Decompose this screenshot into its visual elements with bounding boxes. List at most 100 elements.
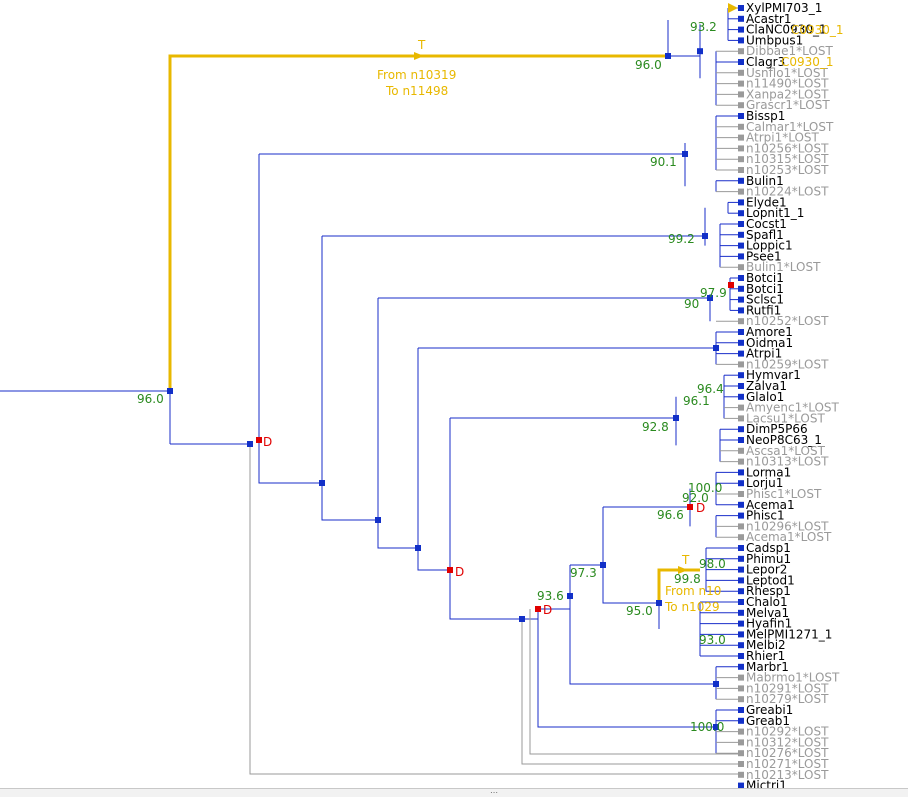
speciation-node[interactable]	[713, 681, 719, 687]
speciation-node[interactable]	[247, 441, 253, 447]
leaf-node[interactable]	[738, 469, 744, 476]
speciation-node[interactable]	[713, 724, 719, 730]
speciation-node[interactable]	[656, 600, 662, 606]
leaf-node[interactable]	[738, 210, 744, 217]
lost-leaf-node[interactable]	[738, 534, 744, 541]
lost-leaf-node[interactable]	[738, 80, 744, 87]
duplication-node[interactable]	[256, 437, 262, 443]
leaf-node[interactable]	[738, 177, 744, 184]
speciation-node[interactable]	[702, 233, 708, 239]
lost-leaf-node[interactable]	[738, 685, 744, 692]
lost-leaf-node[interactable]	[738, 696, 744, 703]
lost-leaf-node[interactable]	[738, 156, 744, 163]
lost-leaf-node[interactable]	[738, 523, 744, 530]
speciation-node[interactable]	[519, 616, 525, 622]
leaf-node[interactable]	[738, 350, 744, 357]
lost-leaf-node[interactable]	[738, 318, 744, 325]
lost-leaf-node[interactable]	[738, 739, 744, 746]
leaf-node[interactable]	[738, 588, 744, 595]
leaf-node[interactable]	[738, 663, 744, 670]
speciation-node[interactable]	[167, 388, 173, 394]
lost-leaf-node[interactable]	[738, 188, 744, 195]
lost-leaf-node[interactable]	[738, 761, 744, 767]
lost-leaf-node[interactable]	[738, 491, 744, 497]
lost-leaf-node[interactable]	[738, 48, 744, 55]
lost-leaf-node[interactable]	[738, 264, 744, 271]
lost-leaf-node[interactable]	[738, 167, 744, 173]
duplication-node[interactable]	[535, 606, 541, 612]
speciation-node[interactable]	[713, 345, 719, 351]
leaf-node[interactable]	[738, 296, 744, 303]
backbone	[449, 418, 522, 620]
leaf-node[interactable]	[738, 512, 744, 519]
lost-leaf-node[interactable]	[738, 750, 744, 757]
leaf-node[interactable]	[738, 426, 744, 433]
lost-leaf-node[interactable]	[738, 447, 744, 454]
leaf-node[interactable]	[738, 609, 744, 616]
speciation-node[interactable]	[682, 151, 688, 157]
leaf-node[interactable]	[738, 620, 744, 627]
lost-leaf-node[interactable]	[738, 91, 744, 98]
duplication-node[interactable]	[728, 282, 734, 288]
leaf-node[interactable]	[738, 15, 744, 22]
lost-leaf-node[interactable]	[738, 771, 744, 778]
leaf-node[interactable]	[738, 631, 744, 638]
speciation-node[interactable]	[673, 415, 679, 421]
leaf-node[interactable]	[738, 59, 744, 65]
speciation-node[interactable]	[707, 295, 713, 301]
speciation-node[interactable]	[375, 517, 381, 523]
lost-leaf-node[interactable]	[738, 145, 744, 152]
leaf-node[interactable]	[738, 275, 744, 281]
lost-leaf-node[interactable]	[738, 728, 744, 735]
leaf-node[interactable]	[738, 437, 744, 443]
leaf-node[interactable]	[738, 37, 744, 44]
leaf-node[interactable]	[738, 329, 744, 335]
leaf-node[interactable]	[738, 372, 744, 379]
lost-leaf-node[interactable]	[738, 134, 744, 141]
speciation-node[interactable]	[665, 53, 671, 59]
speciation-node[interactable]	[600, 562, 606, 568]
lost-leaf-node[interactable]	[738, 674, 744, 681]
leaf-node[interactable]	[738, 285, 744, 292]
lost-leaf-node[interactable]	[738, 69, 744, 76]
leaf-node[interactable]	[738, 555, 744, 562]
lost-leaf-node[interactable]	[738, 404, 744, 411]
leaf-node[interactable]	[738, 26, 744, 33]
speciation-node[interactable]	[415, 545, 421, 551]
lost-leaf-node[interactable]	[738, 123, 744, 130]
leaf-node[interactable]	[738, 480, 744, 487]
leaf-node[interactable]	[738, 717, 744, 724]
lost-leaf-node[interactable]	[738, 102, 744, 109]
horizontal-scrollbar[interactable]: ⋯	[0, 788, 908, 797]
leaf-node[interactable]	[738, 253, 744, 260]
leaf-node[interactable]	[738, 221, 744, 227]
lost-leaf-node[interactable]	[738, 415, 744, 422]
leaf-node[interactable]	[738, 307, 744, 314]
scrollbar-grip-icon[interactable]: ⋯	[490, 788, 498, 797]
speciation-node[interactable]	[319, 480, 325, 486]
leaf-node[interactable]	[738, 545, 744, 551]
speciation-node[interactable]	[567, 593, 573, 599]
leaf-node[interactable]	[738, 782, 744, 788]
duplication-node[interactable]	[687, 504, 693, 510]
leaf-node[interactable]	[738, 707, 744, 713]
leaf-node[interactable]	[738, 242, 744, 249]
leaf-node[interactable]	[738, 577, 744, 584]
leaf-node[interactable]	[738, 113, 744, 119]
lost-leaf-node[interactable]	[738, 458, 744, 465]
speciation-node[interactable]	[697, 48, 703, 55]
lost-leaf-node[interactable]	[738, 361, 744, 368]
leaf-node[interactable]	[738, 653, 744, 659]
leaf-node[interactable]	[738, 599, 744, 605]
lost-leaf-label: n10213*LOST	[746, 768, 829, 782]
leaf-node[interactable]	[738, 5, 744, 11]
leaf-node[interactable]	[738, 339, 744, 346]
leaf-node[interactable]	[738, 383, 744, 389]
leaf-node[interactable]	[738, 566, 744, 573]
leaf-node[interactable]	[738, 199, 744, 206]
duplication-node[interactable]	[447, 567, 453, 573]
leaf-node[interactable]	[738, 642, 744, 649]
leaf-node[interactable]	[738, 501, 744, 508]
leaf-node[interactable]	[738, 231, 744, 238]
leaf-node[interactable]	[738, 393, 744, 400]
